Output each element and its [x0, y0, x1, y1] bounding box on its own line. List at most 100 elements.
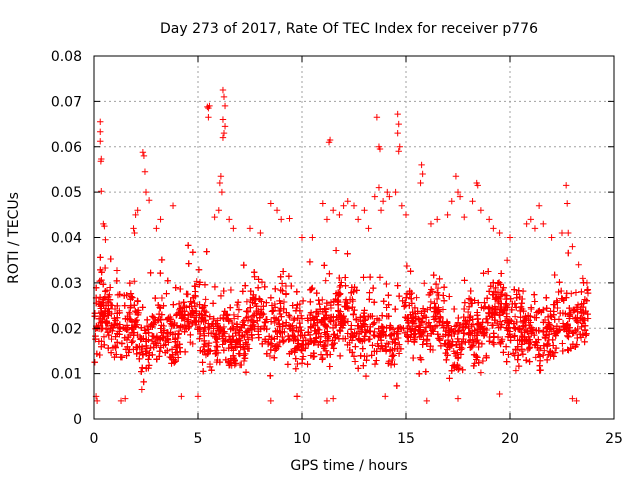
data-point [383, 340, 391, 347]
data-point [102, 319, 109, 326]
data-point [298, 360, 306, 367]
data-point [483, 354, 490, 362]
data-point [104, 308, 111, 315]
data-point [531, 291, 538, 298]
data-point [248, 334, 256, 342]
data-point [509, 300, 516, 308]
data-point [395, 292, 403, 300]
data-point [175, 331, 182, 338]
data-point [142, 338, 150, 345]
data-point [304, 317, 312, 324]
data-point [189, 319, 196, 327]
data-point [279, 320, 287, 328]
data-point [581, 296, 589, 303]
data-point [259, 340, 266, 348]
data-point [276, 297, 283, 305]
data-point [289, 302, 296, 309]
data-point [506, 316, 514, 324]
data-point [330, 298, 338, 305]
data-point [492, 306, 499, 313]
data-point [251, 300, 259, 307]
data-point [144, 316, 151, 324]
data-point [308, 286, 315, 293]
data-point [361, 353, 368, 360]
data-point [285, 273, 293, 280]
data-point [240, 357, 248, 365]
data-point [249, 318, 256, 326]
data-point [425, 319, 432, 326]
data-point [267, 346, 274, 354]
data-point [375, 316, 383, 324]
data-point [570, 307, 578, 315]
data-point [98, 269, 105, 276]
data-point [286, 335, 293, 343]
data-point [425, 291, 433, 299]
data-point [487, 283, 494, 290]
data-point [302, 345, 309, 352]
data-point [220, 347, 228, 354]
data-point [214, 317, 221, 324]
data-point [227, 304, 234, 311]
data-point [358, 323, 365, 331]
data-point [104, 325, 112, 333]
data-point [158, 256, 166, 264]
data-point [116, 309, 123, 317]
data-point [386, 324, 393, 332]
data-point [369, 284, 377, 292]
data-point [101, 264, 109, 272]
data-point [154, 340, 162, 347]
data-point [279, 333, 286, 341]
data-point [503, 313, 510, 320]
data-point [160, 327, 168, 334]
data-point [262, 319, 269, 326]
data-point [498, 290, 505, 298]
data-point [277, 273, 284, 281]
data-point [385, 340, 392, 348]
data-point [134, 297, 141, 305]
data-point [422, 324, 430, 331]
data-point [439, 318, 447, 326]
data-point [155, 310, 163, 318]
data-point [348, 337, 356, 344]
data-point [531, 298, 538, 305]
data-point [143, 322, 151, 330]
data-point [181, 328, 188, 335]
data-point [293, 288, 301, 295]
data-point [553, 323, 561, 330]
data-point [118, 354, 126, 361]
data-point [480, 270, 487, 277]
data-point [430, 271, 437, 279]
data-point [301, 331, 308, 339]
data-point [205, 339, 213, 347]
data-point [288, 282, 295, 290]
data-point [187, 298, 194, 306]
data-point [357, 328, 365, 336]
data-point [214, 343, 221, 351]
data-point [346, 296, 354, 303]
data-point [149, 332, 156, 340]
data-point [247, 304, 254, 311]
data-point [388, 331, 395, 338]
data-point [412, 313, 419, 321]
data-point [201, 281, 209, 288]
data-point [188, 303, 195, 310]
data-point [261, 336, 269, 343]
data-point [102, 288, 109, 295]
data-point [258, 278, 266, 286]
data-point [407, 327, 415, 335]
data-point [199, 304, 207, 311]
data-point [562, 310, 569, 317]
data-point [521, 329, 528, 336]
data-point [210, 315, 217, 323]
data-point [519, 323, 527, 331]
data-point [371, 328, 378, 336]
data-point [455, 354, 462, 361]
data-point [422, 368, 430, 375]
data-point [322, 331, 329, 338]
data-point [396, 341, 403, 348]
data-point [486, 338, 493, 345]
data-point [415, 322, 423, 330]
data-point [286, 313, 293, 321]
data-point [290, 317, 297, 324]
data-point [108, 335, 115, 343]
